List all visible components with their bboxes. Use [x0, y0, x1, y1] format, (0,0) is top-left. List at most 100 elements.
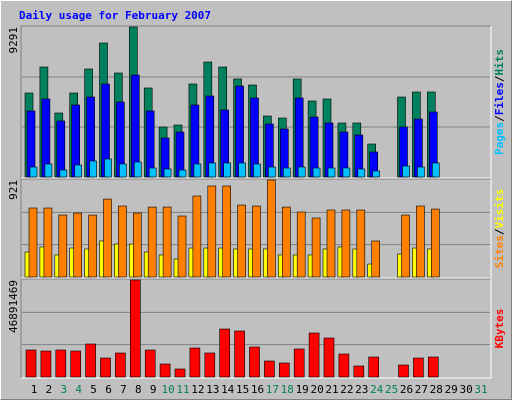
bar	[372, 170, 381, 178]
bar	[311, 217, 321, 278]
x-tick-label: 24	[370, 383, 384, 396]
x-tick-label: 26	[400, 383, 413, 396]
bar	[43, 207, 53, 278]
bar	[88, 214, 97, 278]
legend-entry: Visits	[493, 189, 506, 229]
bar	[204, 352, 216, 378]
x-tick-label: 16	[251, 383, 264, 396]
bar	[249, 346, 260, 378]
bar	[44, 163, 53, 178]
bar	[238, 162, 246, 178]
bar	[416, 205, 425, 278]
bar	[148, 167, 157, 178]
bar	[59, 169, 68, 178]
bar	[178, 169, 187, 178]
y-tick-label: 9291	[7, 27, 20, 54]
bar	[162, 206, 172, 278]
bar	[357, 168, 366, 178]
y-tick-label: 921	[7, 180, 20, 200]
x-tick-label: 3	[60, 383, 67, 396]
x-tick-label: 20	[310, 383, 323, 396]
bar	[193, 163, 202, 178]
bar	[103, 198, 112, 278]
bar	[401, 214, 410, 278]
panel-border-light	[21, 279, 492, 379]
bar	[55, 349, 67, 378]
bar	[130, 279, 141, 378]
x-tick-label: 5	[90, 383, 97, 396]
bar	[73, 212, 82, 278]
bar	[223, 162, 231, 178]
bar	[297, 166, 306, 178]
bar	[342, 167, 351, 178]
x-tick-label: 17	[266, 383, 279, 396]
bar	[234, 330, 245, 378]
x-tick-label: 8	[135, 383, 142, 396]
bar	[368, 356, 380, 378]
legend-entry: KBytes	[493, 309, 506, 349]
legend-entry: Pages	[493, 122, 506, 155]
x-tick-label: 15	[236, 383, 249, 396]
bar	[398, 364, 409, 378]
bar	[115, 352, 126, 378]
bar	[131, 74, 140, 178]
bar	[85, 343, 96, 378]
bar	[58, 214, 68, 278]
x-tick-label: 6	[105, 383, 112, 396]
bar	[147, 206, 157, 278]
bar	[74, 164, 82, 178]
bar	[281, 206, 291, 278]
bar	[100, 357, 111, 378]
legend-entry: Hits	[493, 49, 506, 76]
bar	[192, 195, 202, 278]
x-tick-label: 7	[120, 383, 127, 396]
x-tick-label: 29	[445, 383, 458, 396]
x-tick-label: 10	[161, 383, 174, 396]
x-tick-label: 18	[281, 383, 294, 396]
x-tick-label: 11	[176, 383, 189, 396]
bar	[145, 110, 155, 178]
bar	[28, 207, 38, 278]
bar	[371, 240, 381, 278]
bar	[293, 348, 305, 378]
x-tick-label: 4	[75, 383, 82, 396]
bar	[133, 212, 142, 278]
x-tick-label: 13	[206, 383, 219, 396]
bar	[356, 209, 366, 278]
bar	[402, 165, 410, 178]
bar	[40, 350, 52, 378]
bar	[118, 205, 127, 278]
bar	[252, 205, 261, 278]
bar	[413, 357, 424, 378]
bar	[338, 353, 350, 378]
panel-border-light	[21, 26, 492, 179]
bar	[89, 160, 97, 178]
bar	[341, 209, 351, 278]
bar	[222, 185, 231, 278]
x-tick-label: 31	[474, 383, 487, 396]
bar	[207, 185, 217, 278]
bar	[296, 211, 306, 278]
bar	[208, 162, 217, 178]
bar	[264, 360, 275, 378]
bar	[119, 163, 127, 178]
bar	[29, 166, 38, 178]
x-tick-label: 22	[340, 383, 353, 396]
bar	[312, 167, 321, 178]
x-tick-label: 9	[150, 383, 157, 396]
x-tick-label: 25	[385, 383, 398, 396]
bar	[163, 168, 172, 178]
bar	[278, 362, 290, 378]
x-tick-label: 14	[221, 383, 235, 396]
x-tick-label: 2	[46, 383, 53, 396]
bar	[326, 209, 336, 278]
bar	[353, 365, 365, 378]
x-tick-label: 30	[459, 383, 472, 396]
legend-separator: /	[493, 75, 506, 82]
x-tick-label: 1	[31, 383, 38, 396]
bar	[174, 368, 186, 378]
bar	[237, 204, 246, 278]
bar	[56, 120, 66, 178]
legend: Sites/Visits	[493, 189, 506, 269]
